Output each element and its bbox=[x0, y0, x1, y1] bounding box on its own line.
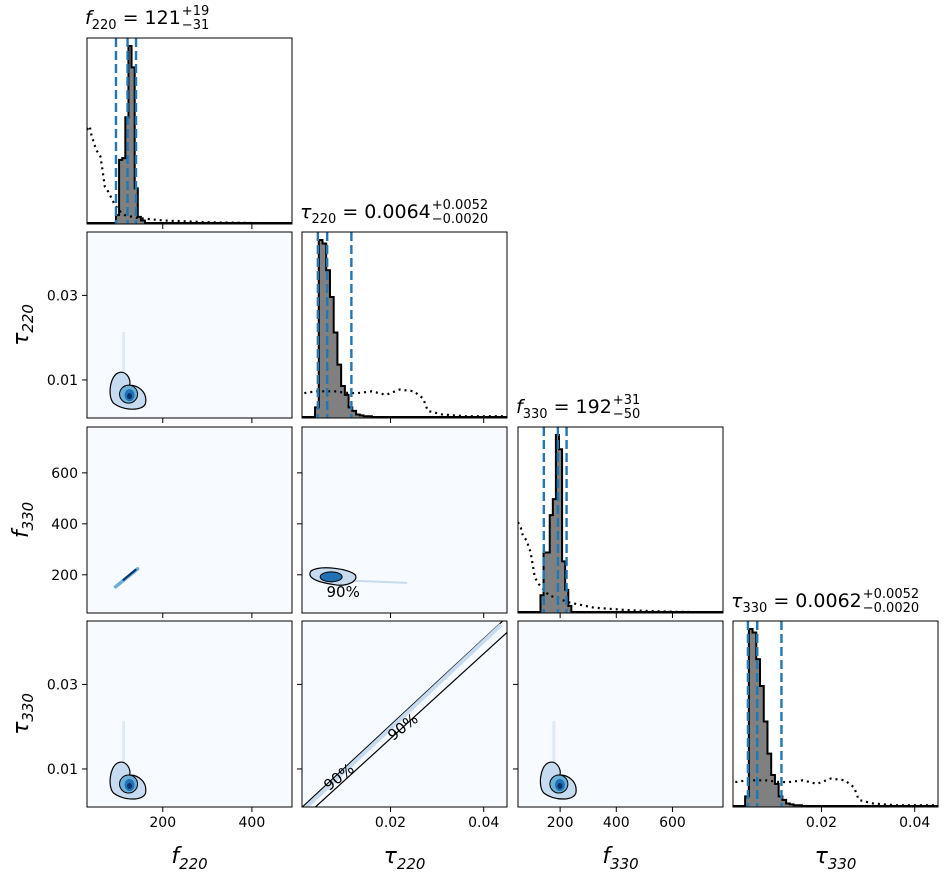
panel-3-2: 200 400 600 bbox=[513, 620, 724, 831]
prior-curve bbox=[87, 123, 292, 224]
x-tick-label: 400 bbox=[603, 815, 630, 831]
title-minus-1: −0.0020 bbox=[432, 212, 488, 227]
title-2: f330 = 192 +31−50 bbox=[516, 393, 640, 422]
title-plus-0: +19 bbox=[182, 4, 209, 19]
prior-curve bbox=[518, 521, 723, 613]
title-plus-1: +0.0052 bbox=[432, 198, 488, 213]
panel-frame bbox=[732, 620, 939, 808]
y-tick-label: 0.01 bbox=[47, 373, 78, 389]
panel-2-0: 200 400 600 bbox=[51, 426, 293, 618]
contour-core bbox=[127, 393, 133, 400]
panel-1-1 bbox=[301, 231, 508, 423]
contour-core bbox=[127, 783, 133, 790]
panel-title-0: f220 = 121 bbox=[85, 7, 181, 33]
panel-2-2 bbox=[517, 426, 724, 618]
x-axis-label-3: τ330 bbox=[815, 844, 857, 873]
panel-3-0: 0.01 0.03 200 400 bbox=[47, 620, 293, 831]
panel-frame bbox=[517, 620, 724, 808]
y-tick-label: 0.01 bbox=[47, 762, 78, 778]
y-tick-label: 0.03 bbox=[47, 288, 78, 304]
x-tick-label: 0.02 bbox=[375, 815, 406, 831]
density-streak-core bbox=[122, 568, 137, 581]
histogram-1 bbox=[302, 232, 507, 418]
x-tick-label: 200 bbox=[149, 815, 176, 831]
y-axis-label-3: τ330 bbox=[9, 693, 37, 735]
y-tick-label: 600 bbox=[51, 466, 78, 482]
histogram-3 bbox=[733, 621, 938, 807]
contour-label: 90% bbox=[326, 583, 359, 601]
title-1: τ220 = 0.0064 +0.0052−0.0020 bbox=[300, 198, 488, 227]
title-minus-0: −31 bbox=[182, 18, 209, 33]
panel-frame bbox=[86, 426, 293, 614]
density-2-1 bbox=[309, 567, 408, 586]
density-1-0 bbox=[109, 332, 147, 410]
hist-outline bbox=[314, 239, 373, 418]
hist-outline bbox=[744, 628, 803, 807]
title-plus-3: +0.0052 bbox=[863, 587, 919, 602]
panel-frame bbox=[301, 620, 508, 808]
hist-fill bbox=[540, 435, 572, 613]
density-2-0 bbox=[113, 567, 140, 589]
panel-2-1: 90% bbox=[297, 426, 508, 618]
title-3: τ330 = 0.0062 +0.0052−0.0020 bbox=[731, 587, 919, 616]
panel-frame bbox=[301, 426, 508, 614]
x-axis-label-0: f220 bbox=[171, 844, 207, 873]
panel-0-0 bbox=[86, 37, 293, 229]
contour-inner bbox=[319, 571, 343, 583]
y-tick-label: 0.03 bbox=[47, 677, 78, 693]
panel-3-1: 90%90%0.02 0.04 bbox=[297, 620, 508, 831]
title-minus-2: −50 bbox=[613, 407, 640, 422]
panel-frame bbox=[301, 231, 508, 419]
x-tick-label: 400 bbox=[239, 815, 266, 831]
hist-outline bbox=[114, 45, 146, 224]
y-axis-label-2: f330 bbox=[9, 502, 37, 538]
panel-frame bbox=[86, 620, 293, 808]
density-3-1 bbox=[302, 621, 507, 807]
x-tick-label: 0.04 bbox=[468, 815, 499, 831]
title-minus-3: −0.0020 bbox=[863, 601, 919, 616]
x-tick-label: 0.02 bbox=[806, 815, 837, 831]
y-axis-label-1: τ220 bbox=[9, 304, 37, 346]
contour-line bbox=[314, 631, 507, 807]
panel-title-2: f330 = 192 bbox=[516, 396, 612, 422]
x-axis-label-2: f330 bbox=[602, 844, 638, 873]
y-tick-label: 200 bbox=[51, 568, 78, 584]
x-axis-label-1: τ220 bbox=[384, 844, 426, 873]
density-ridge bbox=[304, 623, 503, 807]
panel-title-1: τ220 = 0.0064 bbox=[300, 201, 431, 227]
density-tail bbox=[355, 579, 408, 584]
title-0: f220 = 121 +19−31 bbox=[85, 4, 209, 33]
panel-1-0: 0.01 0.03 bbox=[47, 231, 293, 423]
x-tick-label: 600 bbox=[659, 815, 686, 831]
contour-core bbox=[557, 783, 563, 790]
x-tick-label: 0.04 bbox=[899, 815, 930, 831]
y-tick-label: 400 bbox=[51, 517, 78, 533]
histogram-2 bbox=[518, 427, 723, 613]
density-3-2 bbox=[539, 721, 577, 800]
density-3-0 bbox=[109, 721, 147, 800]
panel-frame bbox=[86, 37, 293, 225]
panel-3-3: 0.02 0.04 bbox=[732, 620, 939, 831]
title-plus-2: +31 bbox=[613, 393, 640, 408]
histogram-0 bbox=[87, 38, 292, 224]
x-tick-label: 200 bbox=[547, 815, 574, 831]
panel-title-3: τ330 = 0.0062 bbox=[731, 590, 862, 616]
panel-frame bbox=[517, 426, 724, 614]
hist-fill bbox=[115, 46, 145, 224]
panel-frame bbox=[86, 231, 293, 419]
